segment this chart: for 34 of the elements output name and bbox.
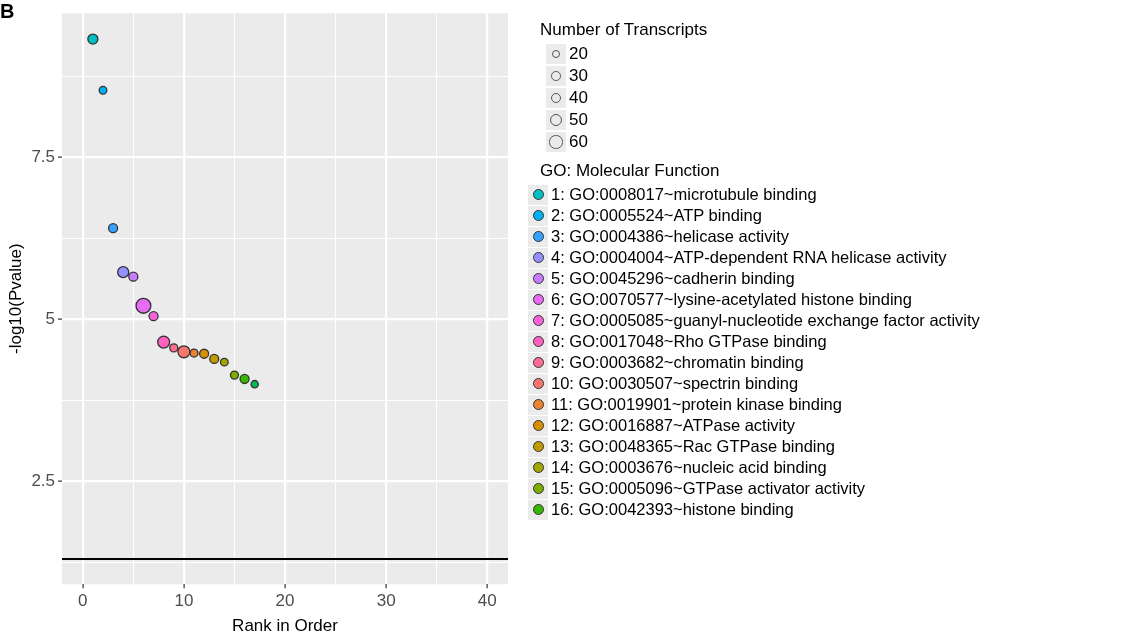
legend-label: 9: GO:0003682~chromatin binding <box>551 353 804 372</box>
legend-label: 12: GO:0016887~ATPase activity <box>551 416 796 435</box>
x-tick-label: 40 <box>477 591 497 611</box>
legend-label: 40 <box>569 88 588 108</box>
x-tick-label: 10 <box>174 591 194 611</box>
x-axis-title: Rank in Order <box>232 616 339 636</box>
legend-label: 20 <box>569 44 588 64</box>
x-tick-label: 0 <box>78 591 88 611</box>
legend-label: 16: GO:0042393~histone binding <box>551 500 794 519</box>
y-axis-title: -log10(Pvalue) <box>5 243 25 354</box>
x-tick-label: 20 <box>275 591 295 611</box>
legend-label: 11: GO:0019901~protein kinase binding <box>551 395 842 414</box>
legend-label: 13: GO:0048365~Rac GTPase binding <box>551 437 835 456</box>
legend-label: 3: GO:0004386~helicase activity <box>551 227 790 246</box>
y-tick-label: 2.5 <box>31 470 56 490</box>
legend-label: 60 <box>569 132 588 152</box>
legend-label: 5: GO:0045296~cadherin binding <box>551 269 795 288</box>
legend-title: GO: Molecular Function <box>540 161 721 181</box>
text: B <box>0 0 15 23</box>
legend-label: 30 <box>569 66 588 86</box>
legend-label: 1: GO:0008017~microtubule binding <box>551 185 817 204</box>
legend-label: 4: GO:0004004~ATP-dependent RNA helicase activity <box>551 248 947 267</box>
y-tick-label: 7.5 <box>31 147 56 167</box>
legend-label: 2: GO:0005524~ATP binding <box>551 206 762 225</box>
legend-label: 15: GO:0005096~GTPase activator activity <box>551 479 866 498</box>
legend-label: 6: GO:0070577~lysine-acetylated histone binding <box>551 290 912 309</box>
legend-label: 10: GO:0030507~spectrin binding <box>551 374 799 393</box>
y-tick-label: 5 <box>45 309 56 329</box>
legend-label: 50 <box>569 110 588 130</box>
legend-label: 8: GO:0017048~Rho GTPase binding <box>551 332 827 351</box>
legend-label: 14: GO:0003676~nucleic acid binding <box>551 458 827 477</box>
text: Number of Transcripts <box>540 20 709 40</box>
x-tick-label: 30 <box>376 591 396 611</box>
legend-label: 7: GO:0005085~guanyl-nucleotide exchange factor activity <box>551 311 980 330</box>
